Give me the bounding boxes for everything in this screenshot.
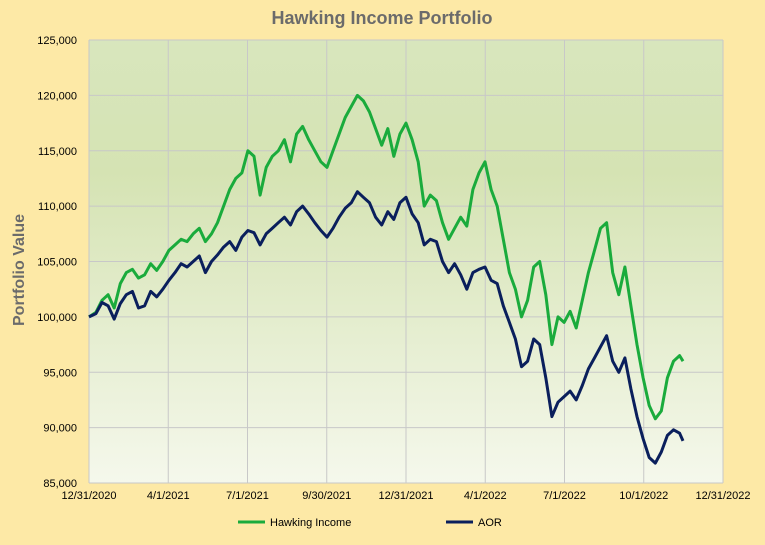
legend-label: Hawking Income [270, 517, 351, 529]
series-line-1 [88, 190, 685, 465]
y-tick-label: 120,000 [37, 90, 77, 102]
x-tick-label: 9/30/2021 [302, 490, 351, 502]
series-line-0 [88, 93, 685, 421]
y-tick-label: 90,000 [43, 423, 77, 435]
y-axis-ticks: 85,000 90,000 95,000 100,000 105,000 110,000 1… [37, 35, 77, 490]
y-axis-label: Portfolio Value [11, 214, 28, 326]
x-tick-label: 12/31/2022 [695, 490, 750, 502]
x-tick-label: 12/31/2020 [61, 490, 116, 502]
x-tick-label: 7/1/2021 [226, 490, 269, 502]
y-tick-label: 125,000 [37, 35, 77, 47]
y-tick-label: 100,000 [37, 312, 77, 324]
x-tick-label: 7/1/2022 [543, 490, 586, 502]
y-tick-label: 110,000 [38, 201, 77, 213]
legend: Hawking Income AOR [238, 517, 502, 529]
y-tick-label: 85,000 [43, 478, 77, 490]
chart-title: Hawking Income Portfolio [271, 8, 492, 28]
series-lines [88, 93, 685, 465]
x-tick-label: 12/31/2021 [378, 490, 433, 502]
x-tick-label: 10/1/2022 [619, 490, 668, 502]
gridlines [88, 39, 724, 484]
y-tick-label: 115,000 [38, 146, 77, 158]
x-axis-ticks: 12/31/2020 4/1/2021 7/1/2021 9/30/2021 12/31… [61, 490, 750, 502]
y-tick-label: 95,000 [43, 367, 77, 379]
y-tick-label: 105,000 [37, 257, 77, 269]
legend-label: AOR [478, 517, 502, 529]
x-tick-label: 4/1/2022 [464, 490, 507, 502]
x-tick-label: 4/1/2021 [147, 490, 190, 502]
